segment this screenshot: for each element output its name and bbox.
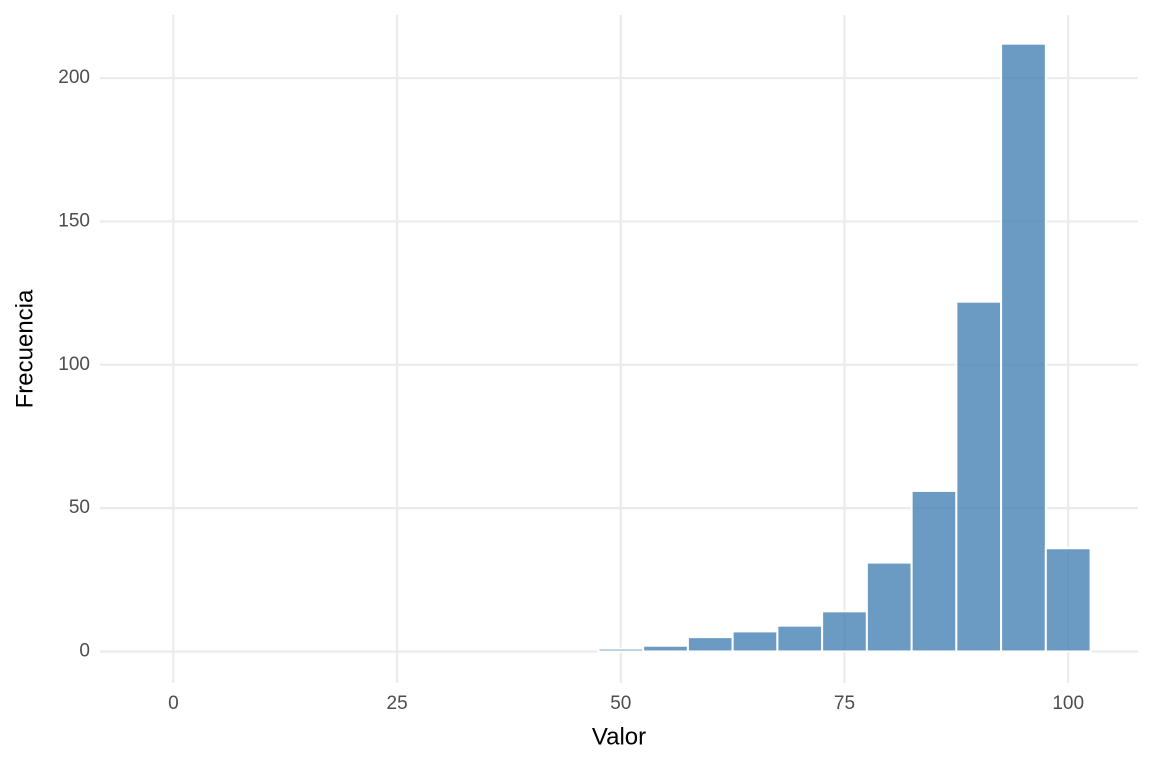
y-tick-label: 50 — [69, 497, 90, 518]
x-tick-label: 75 — [834, 693, 855, 714]
bar — [731, 630, 779, 653]
y-tick-label: 200 — [58, 67, 90, 88]
y-axis-title: Frecuencia — [11, 289, 38, 408]
y-tick-label: 100 — [58, 354, 90, 375]
y-tick-label: 150 — [58, 210, 90, 231]
bar — [821, 610, 868, 653]
x-tick-label: 50 — [610, 693, 631, 714]
bar — [910, 489, 958, 653]
x-tick-label: 100 — [1052, 693, 1084, 714]
bar — [642, 644, 689, 653]
bar — [686, 636, 734, 653]
bar — [865, 561, 913, 653]
bar — [597, 647, 645, 653]
y-tick-label: 0 — [79, 640, 90, 661]
x-axis-title: Valor — [592, 723, 646, 750]
bar — [1044, 547, 1092, 653]
bar — [955, 300, 1003, 653]
bar — [1000, 42, 1047, 653]
x-tick-label: 0 — [168, 693, 179, 714]
bar — [776, 624, 824, 653]
x-tick-label: 25 — [387, 693, 408, 714]
